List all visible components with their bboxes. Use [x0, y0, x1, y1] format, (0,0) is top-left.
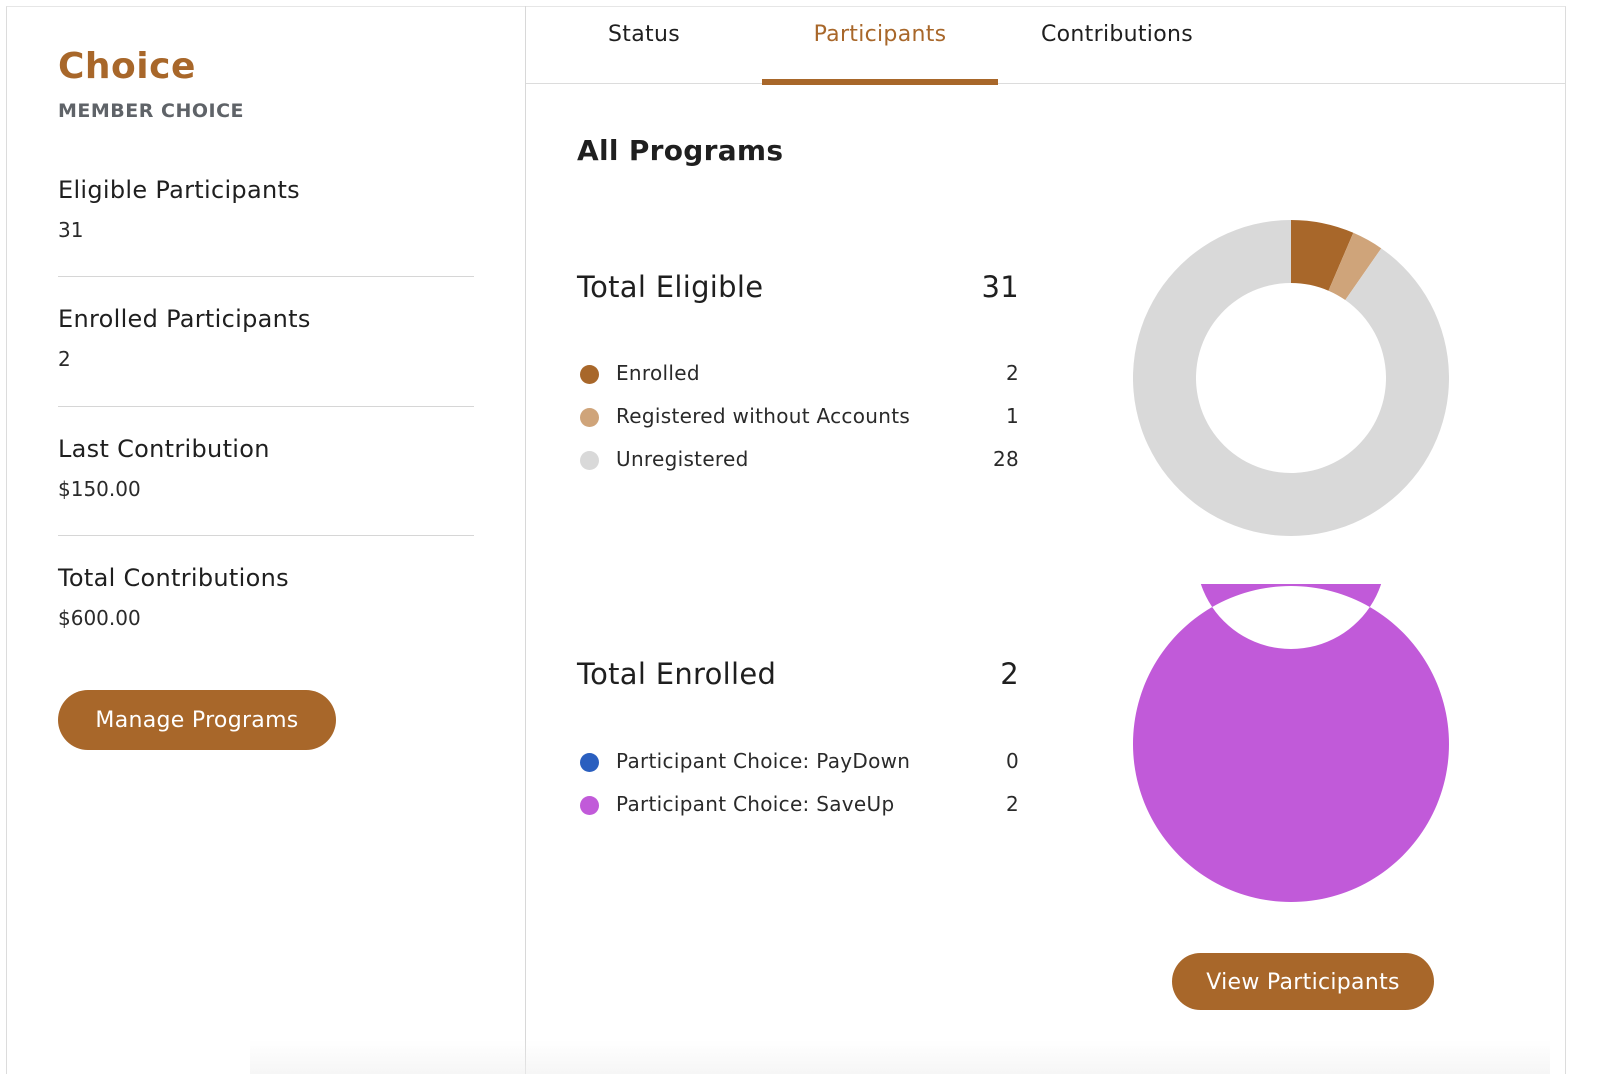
tab-label: Contributions — [1041, 22, 1193, 47]
eligible-slice-enrolled — [1291, 220, 1354, 291]
eligible-slice-registered-without-accounts — [1328, 232, 1382, 301]
stat-label: Enrolled Participants — [58, 305, 311, 333]
tab-participants[interactable]: Participants — [762, 6, 998, 85]
legend-dot — [580, 796, 599, 815]
tab-bar: Status Participants Contributions — [526, 6, 1566, 85]
stat-value: $600.00 — [58, 606, 141, 630]
legend-dot — [580, 365, 599, 384]
group-total: 2 — [1000, 657, 1019, 691]
eligible-slice-unregistered — [1133, 220, 1449, 536]
tab-status[interactable]: Status — [526, 6, 762, 84]
stat-eligible-participants: Eligible Participants 31 — [58, 176, 474, 242]
legend-value: 2 — [1005, 361, 1019, 385]
view-participants-button[interactable]: View Participants — [1172, 953, 1434, 1010]
divider — [58, 276, 474, 277]
group-label: Total Eligible — [577, 270, 764, 304]
program-type: MEMBER CHOICE — [58, 100, 244, 122]
group-label: Total Enrolled — [577, 657, 777, 691]
section-title: All Programs — [577, 134, 784, 167]
active-tab-indicator — [762, 79, 998, 85]
program-name: Choice — [58, 46, 196, 87]
enrolled-donut-chart — [1133, 584, 1449, 902]
stat-value: 31 — [58, 218, 84, 242]
app-frame — [6, 6, 1566, 1074]
legend-item-saveup: Participant Choice: SaveUp 2 — [580, 791, 1019, 821]
legend-dot — [580, 753, 599, 772]
manage-programs-button[interactable]: Manage Programs — [58, 690, 336, 750]
tab-label: Status — [608, 22, 680, 47]
stat-label: Last Contribution — [58, 435, 270, 463]
divider — [58, 535, 474, 536]
total-eligible-heading: Total Eligible 31 — [577, 270, 1019, 304]
eligible-donut-chart — [1133, 220, 1449, 536]
legend-label: Participant Choice: PayDown — [616, 749, 911, 773]
stat-label: Total Contributions — [58, 564, 289, 592]
legend-item-unregistered: Unregistered 28 — [580, 446, 1019, 476]
legend-dot — [580, 408, 599, 427]
stat-total-contributions: Total Contributions $600.00 — [58, 564, 474, 630]
legend-item-paydown: Participant Choice: PayDown 0 — [580, 748, 1019, 778]
stat-last-contribution: Last Contribution $150.00 — [58, 435, 474, 501]
legend-value: 0 — [1005, 749, 1019, 773]
legend-value: 28 — [992, 447, 1019, 471]
legend-label: Unregistered — [616, 447, 749, 471]
bottom-shadow — [250, 1040, 1550, 1074]
stat-enrolled-participants: Enrolled Participants 2 — [58, 305, 474, 371]
program-summary-panel: Choice MEMBER CHOICE Eligible Participan… — [8, 6, 526, 1074]
legend-value: 1 — [1005, 404, 1019, 428]
legend-dot — [580, 451, 599, 470]
tab-contributions[interactable]: Contributions — [999, 6, 1235, 84]
legend-label: Registered without Accounts — [616, 404, 911, 428]
enrolled-slice-participant-choice-saveup — [1133, 584, 1449, 902]
legend-item-registered-without-accounts: Registered without Accounts 1 — [580, 403, 1019, 433]
tab-label: Participants — [813, 22, 947, 47]
legend-label: Participant Choice: SaveUp — [616, 792, 895, 816]
stat-value: 2 — [58, 347, 71, 371]
group-total: 31 — [981, 270, 1019, 304]
total-enrolled-heading: Total Enrolled 2 — [577, 657, 1019, 691]
stat-value: $150.00 — [58, 477, 141, 501]
legend-label: Enrolled — [616, 361, 700, 385]
legend-value: 2 — [1005, 792, 1019, 816]
legend-item-enrolled: Enrolled 2 — [580, 360, 1019, 390]
stat-label: Eligible Participants — [58, 176, 300, 204]
divider — [58, 406, 474, 407]
